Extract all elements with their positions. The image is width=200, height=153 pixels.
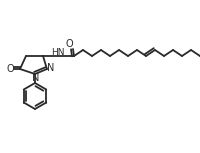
- Text: N: N: [32, 73, 40, 83]
- Text: N: N: [47, 63, 55, 73]
- Text: O: O: [65, 39, 73, 49]
- Text: O: O: [6, 64, 14, 74]
- Text: HN: HN: [51, 47, 65, 56]
